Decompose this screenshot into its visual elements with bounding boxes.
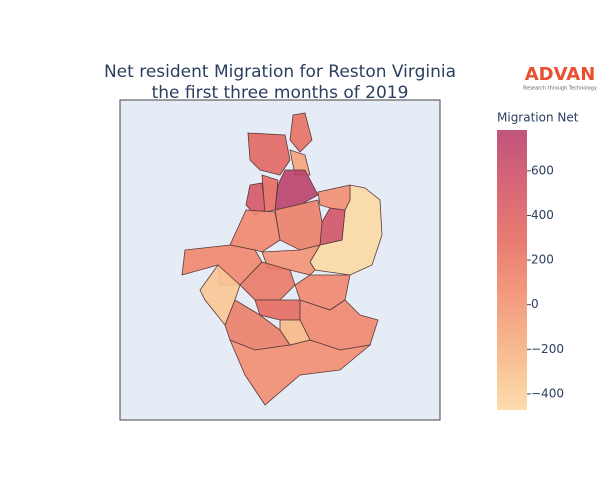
colorbar-tick-label: −400 [531, 386, 564, 400]
colorbar-tick-label: 400 [531, 208, 554, 222]
logo-tagline: Research through Technology [523, 86, 597, 92]
colorbar-tick-label: 600 [531, 163, 554, 177]
region [289, 112, 313, 153]
region [279, 319, 311, 346]
colorbar-tick-label: 200 [531, 253, 554, 267]
region [247, 132, 291, 176]
colorbar [497, 130, 527, 410]
colorbar-tick-label: 0 [531, 297, 539, 311]
chart-title: the first three months of 2019 [152, 83, 409, 103]
chart-title: Net resident Migration for Reston Virgin… [104, 62, 456, 82]
region [229, 339, 372, 406]
logo: ADVAN [525, 64, 596, 85]
region [261, 174, 279, 213]
colorbar-tick-label: −200 [531, 342, 564, 356]
region [317, 184, 351, 211]
colorbar-title: Migration Net [497, 111, 579, 125]
region [289, 149, 311, 176]
